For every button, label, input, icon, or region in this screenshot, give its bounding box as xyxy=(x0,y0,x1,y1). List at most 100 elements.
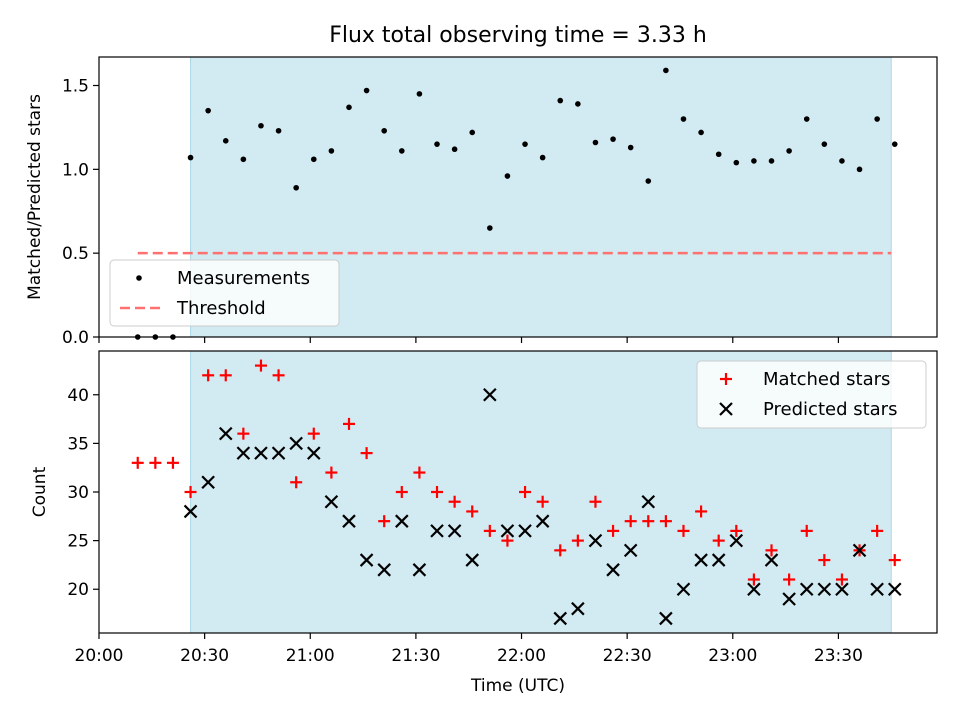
predicted-point xyxy=(623,543,638,558)
legend-predicted-marker xyxy=(719,402,733,416)
measurement-point xyxy=(522,141,528,147)
matched-point xyxy=(466,505,479,518)
matched-point xyxy=(325,466,338,479)
legend-matched-marker xyxy=(720,373,732,385)
predicted-point-b xyxy=(571,601,585,616)
predicted-point xyxy=(852,543,867,558)
matched-point xyxy=(202,369,215,382)
bottom-legend-box xyxy=(696,360,927,429)
measurement-point xyxy=(663,67,669,74)
predicted-point xyxy=(395,514,409,528)
top-ytick-label: 1.5 xyxy=(62,77,89,97)
predicted-point-b xyxy=(535,514,550,528)
predicted-point-b xyxy=(852,543,867,558)
predicted-point xyxy=(500,524,515,538)
predicted-point-b xyxy=(659,611,673,626)
bottom-panel: 20 25 30 35 40 20:00 20:30 21:00 21:30 22:00 22:3… xyxy=(30,350,938,696)
predicted-point-b xyxy=(183,504,198,519)
predicted-point xyxy=(236,446,251,460)
predicted-point-b xyxy=(817,582,832,597)
predicted-point xyxy=(764,553,779,567)
matched-point xyxy=(413,466,426,479)
measurement-point xyxy=(328,148,335,154)
measurement-point xyxy=(346,104,352,111)
predicted-point-b xyxy=(676,582,691,597)
predicted-point-b xyxy=(799,582,814,597)
matched-point xyxy=(536,495,549,508)
predicted-point-b xyxy=(483,387,497,402)
x-tick-label: 20:30 xyxy=(180,646,229,666)
predicted-point xyxy=(430,524,444,538)
x-tick-label: 22:00 xyxy=(497,646,546,666)
measurement-point xyxy=(381,127,388,134)
top-legend: Measurements Threshold xyxy=(109,259,340,327)
predicted-point xyxy=(447,524,462,538)
predicted-point-b xyxy=(518,524,532,538)
predicted-point-b xyxy=(395,514,409,528)
predicted-point xyxy=(289,436,303,451)
measurement-point xyxy=(786,148,792,154)
top-plot-frame xyxy=(98,56,938,338)
predicted-point-b xyxy=(289,436,303,451)
measurement-point xyxy=(751,158,757,164)
measurement-point xyxy=(293,184,299,191)
matched-point xyxy=(131,456,144,469)
bottom-ytick-label: 40 xyxy=(67,386,89,406)
matched-point xyxy=(659,515,672,528)
predicted-point xyxy=(535,514,550,528)
measurement-point xyxy=(733,159,740,166)
predicted-point xyxy=(711,553,726,567)
matched-point xyxy=(730,524,743,537)
predicted-point-b xyxy=(359,553,374,567)
matched-point xyxy=(272,369,285,382)
predicted-point xyxy=(747,582,761,597)
measurement-point xyxy=(856,166,863,173)
measurement-point xyxy=(451,146,458,153)
matched-point xyxy=(677,524,690,537)
x-tick-label: 23:00 xyxy=(708,646,757,666)
matched-point xyxy=(501,534,514,547)
predicted-point-b xyxy=(254,446,268,460)
top-y-axis-label: Matched/Predicted stars xyxy=(25,94,45,300)
measurement-point xyxy=(557,97,564,104)
matched-point xyxy=(554,544,567,557)
predicted-point-b xyxy=(201,475,215,490)
predicted-point xyxy=(359,553,374,567)
predicted-point-b xyxy=(606,563,620,577)
matched-point xyxy=(483,524,496,537)
legend-x-glyph-b xyxy=(719,402,733,416)
legend-measurements-marker xyxy=(136,275,142,281)
predicted-point xyxy=(588,533,603,548)
matched-point xyxy=(166,456,179,469)
predicted-point-b xyxy=(324,494,339,509)
measurement-point xyxy=(258,122,264,129)
predicted-point-b xyxy=(377,563,391,577)
matched-point xyxy=(571,534,584,547)
matched-point xyxy=(395,486,408,498)
measurement-point xyxy=(821,141,828,147)
legend-x-glyph xyxy=(719,402,733,416)
measurement-point xyxy=(839,158,845,164)
matched-point xyxy=(290,476,303,489)
predicted-point xyxy=(483,387,497,402)
measurement-point xyxy=(310,156,317,163)
matched-point xyxy=(871,524,884,537)
predicted-point xyxy=(729,533,744,548)
predicted-point xyxy=(887,582,902,597)
predicted-point xyxy=(835,582,849,597)
matched-point xyxy=(589,495,602,508)
predicted-point-b xyxy=(764,553,779,567)
legend-plus-glyph xyxy=(720,373,732,385)
measurement-point xyxy=(891,141,898,147)
matched-point xyxy=(342,417,355,430)
predicted-point xyxy=(271,446,286,460)
predicted-point-b xyxy=(588,533,603,548)
predicted-point-b xyxy=(694,553,708,567)
predicted-point-b xyxy=(342,514,356,528)
matched-point xyxy=(747,573,760,586)
x-tick-label: 23:30 xyxy=(814,646,863,666)
measurement-point xyxy=(487,225,493,231)
measurement-point xyxy=(768,158,775,164)
measurement-point xyxy=(575,101,581,107)
predicted-point xyxy=(659,611,673,626)
